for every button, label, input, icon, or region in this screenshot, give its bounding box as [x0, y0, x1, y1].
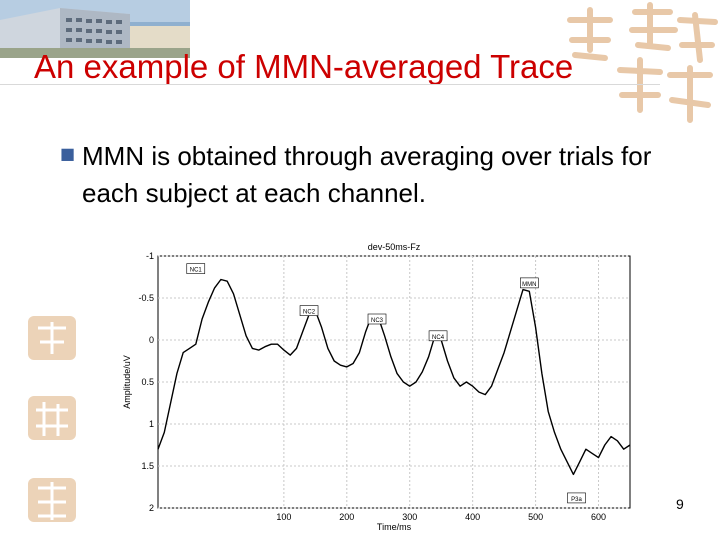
peak-label: MMN [522, 282, 536, 288]
x-tick-label: 100 [276, 512, 291, 522]
peak-label-box [299, 305, 319, 316]
x-tick-label: 500 [528, 512, 543, 522]
peak-label: NC2 [303, 310, 316, 316]
x-tick-label: 400 [465, 512, 480, 522]
seal-icon [28, 478, 76, 522]
seal-ornament [22, 472, 82, 532]
seal-icon [28, 396, 76, 440]
title-divider [0, 84, 660, 85]
chinese-calligraphy-ornament [567, 2, 718, 123]
building-photo [0, 0, 190, 58]
seal-icon [28, 316, 76, 360]
y-axis-label: Amplitude/uV [122, 355, 132, 409]
square-bullet-icon: ■ [60, 144, 76, 163]
y-tick-label: 1.5 [141, 461, 154, 471]
peak-label-box [520, 277, 539, 289]
bullet-text: MMN is obtained through averaging over t… [82, 141, 652, 208]
y-tick-label: -1 [146, 251, 154, 261]
peak-label-box [186, 263, 206, 274]
peak-label: NC1 [190, 268, 203, 274]
peak-label: NC3 [371, 318, 384, 324]
slide-title: An example of MMN-averaged Trace [34, 48, 574, 85]
y-tick-label: 1 [149, 419, 154, 429]
mmn-trace-chart: 100 200 300 400 500 600 -1 -0.5 0 0.5 1 1.5 2 dev-50m… [122, 242, 631, 532]
x-tick-label: 300 [402, 512, 417, 522]
header-photo [0, 0, 190, 58]
y-tick-label: 0 [149, 335, 154, 345]
calligraphy-ornament [550, 0, 720, 130]
x-tick-label: 600 [591, 512, 606, 522]
page-number: 9 [676, 496, 684, 512]
peak-label-box [428, 330, 448, 342]
y-tick-label: 2 [149, 503, 154, 513]
peak-label-box [567, 492, 586, 504]
peak-label: P3a [571, 497, 582, 503]
mmn-trace-line [157, 278, 631, 476]
x-tick-label: 200 [339, 512, 354, 522]
seal-ornament [22, 390, 82, 450]
y-tick-label: 0.5 [141, 377, 154, 387]
y-tick-label: -0.5 [138, 293, 154, 303]
x-axis-label: Time/ms [377, 522, 412, 532]
chart-title: dev-50ms-Fz [368, 242, 421, 252]
peak-label-box [367, 313, 387, 325]
seal-ornament [22, 310, 82, 370]
peak-label: NC4 [432, 335, 445, 341]
